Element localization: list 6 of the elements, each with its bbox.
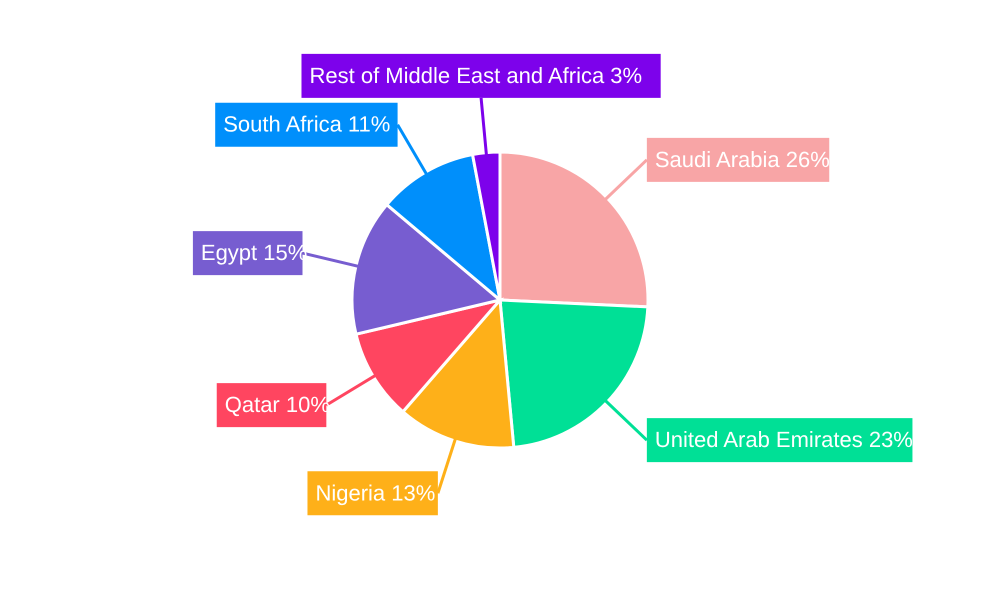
slice-label: Saudi Arabia 26%	[654, 146, 830, 172]
slice-label: Rest of Middle East and Africa 3%	[309, 62, 642, 88]
slice-label: Nigeria 13%	[315, 480, 436, 506]
slice-label: United Arab Emirates 23%	[654, 427, 913, 452]
slice-label: Qatar 10%	[224, 392, 330, 418]
slice-label: South Africa 11%	[223, 112, 390, 137]
